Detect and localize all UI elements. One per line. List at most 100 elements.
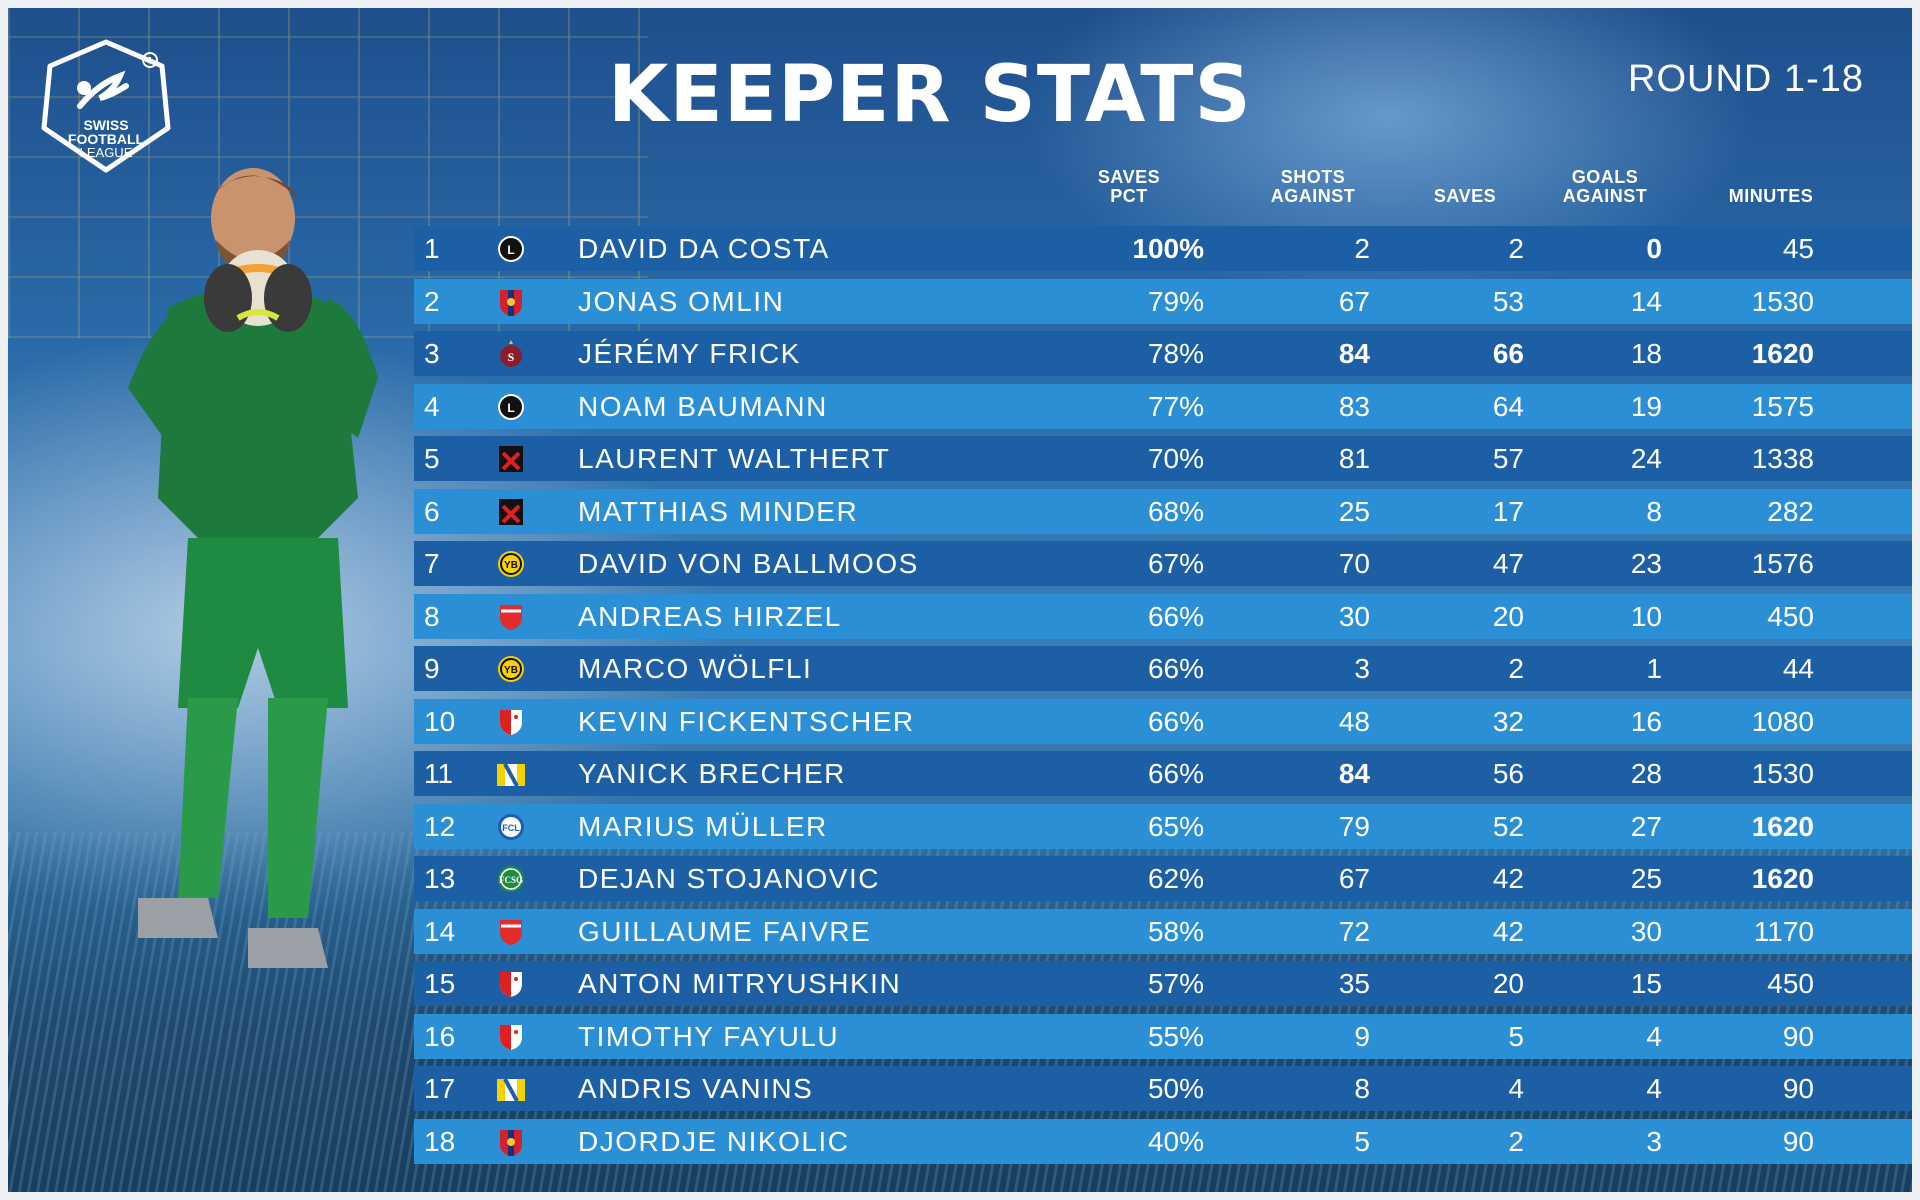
logo-text-line-1: SWISS [83,117,128,133]
shots-against-cell: 70 [1338,548,1370,579]
table-row: 14 GUILLAUME FAIVRE 58% 72 42 30 1170 [414,908,1912,954]
saves-pct-cell: 100% [1132,233,1204,264]
goals-against-cell: 1 [1646,653,1662,684]
round-label: ROUND 1-18 [1628,58,1864,100]
goals-against-cell: 27 [1630,810,1662,842]
rank-cell: 15 [424,968,456,999]
header-saves: SAVES [1433,186,1497,206]
minutes-cell: 90 [1782,1020,1814,1052]
player-name-cell: MARCO WÖLFLI [578,653,813,684]
minutes-cell: 45 [1782,233,1814,264]
table-row: 15 ANTON MITRYUSHKIN 57% 35 20 15 450 [414,961,1912,1006]
rank-cell: 3 [424,338,440,369]
minutes-cell: 1080 [1751,705,1814,737]
rank-cell: 16 [424,1020,456,1052]
goals-against-cell: 14 [1630,285,1662,317]
saves-pct-cell: 68% [1147,495,1204,527]
rank-cell: 12 [424,810,456,842]
shots-against-cell: 9 [1354,1020,1370,1052]
young-boys-crest-icon: YB [498,551,524,577]
zurich-crest-icon [497,1078,525,1102]
saves-pct-cell: 66% [1147,758,1204,789]
saves-cell: 52 [1492,810,1524,842]
minutes-cell: 282 [1767,495,1814,527]
shots-against-cell: 48 [1338,705,1370,737]
sion-crest-icon [500,709,522,735]
player-name-cell: DEJAN STOJANOVIC [578,863,880,894]
minutes-cell: 450 [1767,968,1814,999]
rank-cell: 2 [424,285,440,317]
table-row: 4 L NOAM BAUMANN 77% 83 64 19 1575 [414,383,1912,429]
rank-cell: 14 [424,915,456,947]
saves-cell: 32 [1492,705,1524,737]
goals-against-cell: 28 [1630,758,1662,789]
minutes-cell: 1530 [1751,758,1814,789]
shots-against-cell: 2 [1354,233,1370,264]
goals-against-cell: 0 [1646,233,1662,264]
player-name-cell: ANTON MITRYUSHKIN [578,968,902,999]
thun-crest-icon [500,604,522,630]
table-row: 17 ANDRIS VANINS 50% 8 4 4 90 [414,1066,1912,1111]
saves-cell: 66 [1492,338,1524,369]
lugano-crest-icon: L [498,393,524,420]
shots-against-cell: 25 [1338,495,1370,527]
header-minutes: MINUTES [1728,186,1814,206]
goals-against-cell: 16 [1630,705,1662,737]
table-row: 7 YB DAVID VON BALLMOOS 67% 70 47 23 1576 [414,541,1912,586]
player-name-cell: NOAM BAUMANN [578,390,828,422]
saves-pct-cell: 40% [1147,1125,1204,1157]
saves-pct-cell: 62% [1147,863,1204,894]
minutes-cell: 1576 [1751,548,1814,579]
table-row: 3 S JÉRÉMY FRICK 78% 84 66 18 1620 [414,331,1912,376]
minutes-cell: 1530 [1751,285,1814,317]
rank-cell: 7 [424,548,440,579]
svg-text:S: S [508,350,515,364]
sion-crest-icon [500,1024,522,1050]
shots-against-cell: 81 [1338,443,1370,474]
servette-crest-icon: S [500,340,522,367]
player-name-cell: JÉRÉMY FRICK [578,338,801,369]
table-row: 16 TIMOTHY FAYULU 55% 9 5 4 90 [414,1013,1912,1059]
minutes-cell: 1620 [1751,810,1814,842]
svg-text:L: L [507,401,514,415]
table-row: 5 LAURENT WALTHERT 70% 81 57 24 1338 [414,436,1912,481]
header-saves-pct: SAVES PCT [1097,167,1161,206]
saves-pct-cell: 79% [1147,285,1204,317]
column-headers: SAVES PCT SHOTS AGAINST SAVES GOALS AGAINST… [408,168,1888,218]
shots-against-cell: 79 [1338,810,1370,842]
rank-cell: 4 [424,390,440,422]
player-name-cell: GUILLAUME FAIVRE [578,915,872,947]
saves-cell: 42 [1492,863,1524,894]
rank-cell: 10 [424,705,456,737]
shots-against-cell: 84 [1338,758,1370,789]
goals-against-cell: 19 [1630,390,1662,422]
saves-pct-cell: 66% [1147,600,1204,632]
player-name-cell: MATTHIAS MINDER [578,495,859,527]
shots-against-cell: 3 [1354,653,1370,684]
xamax-crest-icon [499,498,523,525]
saves-cell: 56 [1492,758,1524,789]
player-name-cell: YANICK BRECHER [578,758,846,789]
saves-cell: 2 [1508,233,1524,264]
rank-cell: 18 [424,1125,456,1157]
goals-against-cell: 23 [1630,548,1662,579]
shots-against-cell: 83 [1338,390,1370,422]
saves-pct-cell: 66% [1147,653,1204,684]
svg-text:FCSG: FCSG [499,875,523,885]
rank-cell: 11 [424,758,454,789]
minutes-cell: 1170 [1753,915,1814,947]
saves-pct-cell: 55% [1147,1020,1204,1052]
table-row: 11 YANICK BRECHER 66% 84 56 28 1530 [414,751,1912,796]
luzern-crest-icon: FCL [498,813,524,840]
graphic-frame: SWISS FOOTBALL LEAGUE KEEPER STATS ROUND… [8,8,1912,1192]
thun-crest-icon [500,919,522,945]
svg-text:YB: YB [504,665,518,676]
saves-cell: 4 [1508,1073,1524,1104]
rank-cell: 8 [424,600,440,632]
saves-pct-cell: 50% [1147,1073,1204,1104]
svg-text:FCL: FCL [502,823,520,833]
swiss-football-league-logo: SWISS FOOTBALL LEAGUE [41,39,171,173]
shots-against-cell: 5 [1354,1125,1370,1157]
table-row: 1 L DAVID DA COSTA 100% 2 2 0 45 [414,226,1912,271]
player-name-cell: ANDRIS VANINS [578,1073,814,1104]
